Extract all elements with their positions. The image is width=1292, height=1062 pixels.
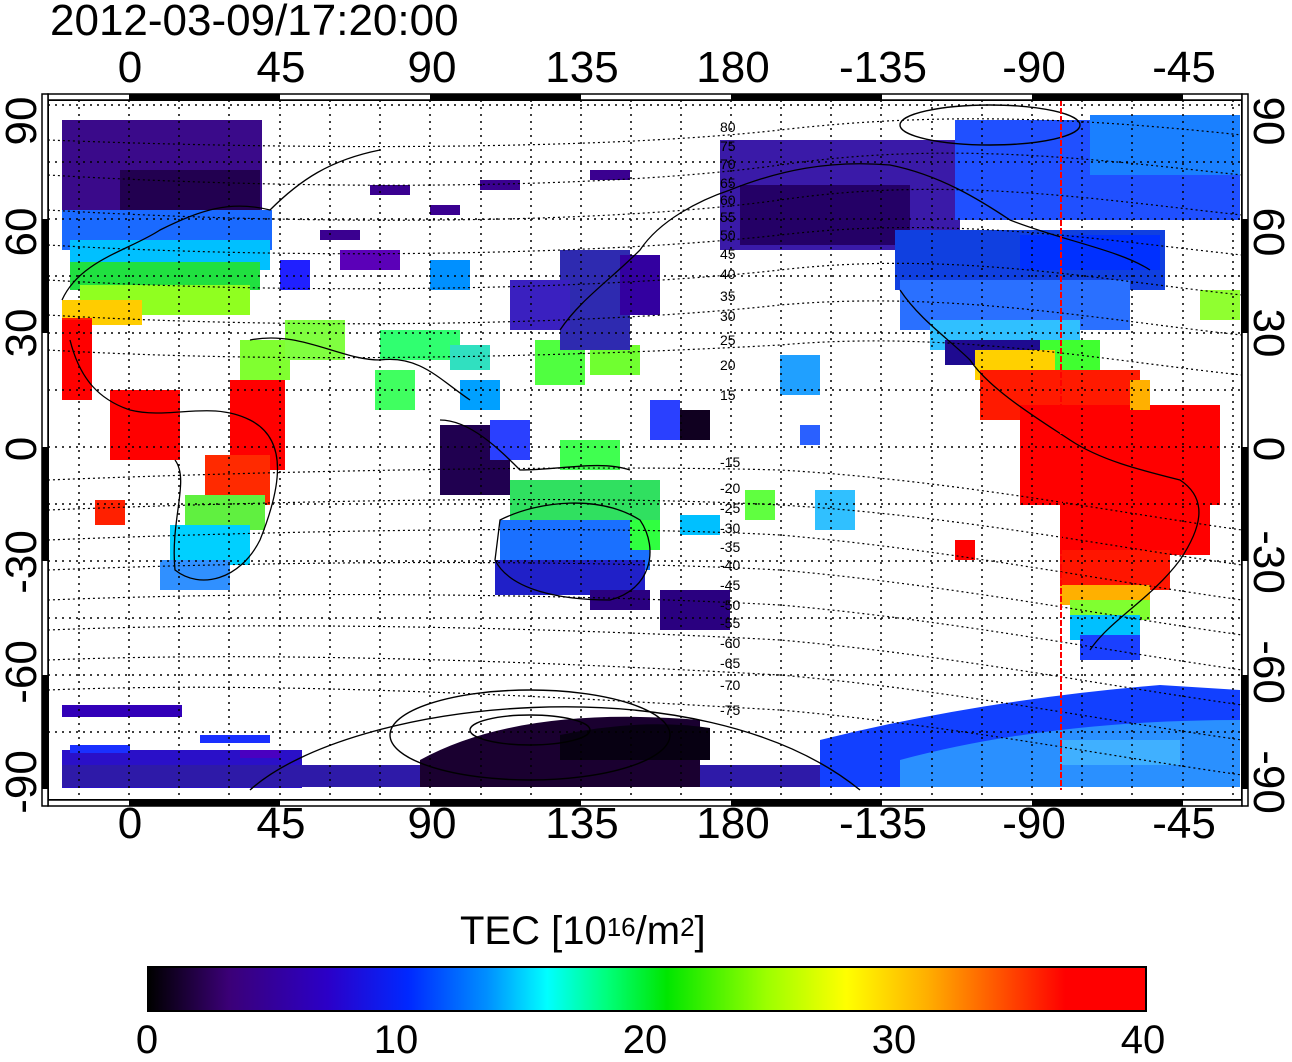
contour-label: -70: [720, 677, 740, 693]
tec-region-north-america: [720, 115, 1240, 380]
contour-label: -60: [720, 635, 740, 651]
bottom-tick: -90: [1002, 799, 1066, 848]
tec-region-antarctic: [62, 685, 1240, 788]
bottom-tick: 90: [407, 799, 457, 848]
contour-label: -20: [720, 480, 740, 496]
top-tick: 135: [545, 43, 619, 92]
polar-contours: [249, 104, 1081, 791]
contour-label: -25: [720, 500, 740, 516]
contour-label: 70: [720, 156, 736, 172]
bottom-tick: 180: [696, 799, 770, 848]
colorbar-title-unit-exponent: 2: [680, 912, 695, 942]
colorbar-tick: 30: [871, 1018, 917, 1062]
magnetic-contours: [48, 118, 1242, 776]
plot-frame: [41, 93, 1249, 807]
top-tick: 0: [117, 43, 143, 92]
tec-region-europe: [62, 120, 272, 348]
contour-label: 15: [720, 387, 736, 403]
colorbar-title: TEC [1016/m2]: [460, 908, 706, 954]
colorbar-tick: 20: [622, 1018, 668, 1062]
contour-label: 75: [720, 138, 736, 154]
tec-region-oceania: [440, 420, 730, 630]
contour-label: 40: [720, 266, 736, 282]
map-content: [48, 100, 1242, 800]
colorbar-tick: 0: [135, 1018, 159, 1062]
tec-region-africa: [62, 320, 290, 590]
colorbar-title-exponent: 16: [606, 912, 636, 942]
bottom-tick: 135: [545, 799, 619, 848]
colorbar-title-close: ]: [694, 909, 706, 953]
top-tick: -90: [1002, 43, 1066, 92]
colorbar: [147, 966, 1147, 1012]
contour-label: -45: [720, 577, 740, 593]
top-tick: -45: [1152, 43, 1216, 92]
contour-label: -35: [720, 539, 740, 555]
tec-map: 80 75 70 65 60 55 50 45 40 35 30 25 20 1…: [41, 93, 1249, 807]
contour-label: 55: [720, 209, 736, 225]
contour-label: -40: [720, 557, 740, 573]
contour-label: 50: [720, 227, 736, 243]
contour-label: 35: [720, 288, 736, 304]
colorbar-title-text: TEC [10: [460, 909, 607, 953]
colorbar-tick: 10: [373, 1018, 419, 1062]
graticule: [48, 100, 1242, 800]
top-tick: 90: [407, 43, 457, 92]
contour-label: -30: [720, 520, 740, 536]
contour-label: 25: [720, 332, 736, 348]
timestamp-title: 2012-03-09/17:20:00: [50, 0, 459, 45]
bottom-tick: -135: [838, 799, 928, 848]
contour-label: 20: [720, 357, 736, 373]
contour-label: 80: [720, 119, 736, 135]
bottom-tick: -45: [1152, 799, 1216, 848]
coastlines: [61, 149, 1200, 651]
contour-label: -50: [720, 597, 740, 613]
contour-label: 45: [720, 246, 736, 262]
top-tick: -135: [838, 43, 928, 92]
bottom-tick: 0: [117, 799, 143, 848]
contour-label: 60: [720, 192, 736, 208]
tec-region-asia-north: [280, 170, 660, 350]
top-tick: 45: [256, 43, 306, 92]
contour-label: -55: [720, 615, 740, 631]
colorbar-title-unit: /m: [635, 909, 681, 953]
contour-label: 65: [720, 175, 736, 191]
bottom-tick: 45: [256, 799, 306, 848]
contour-label: -15: [720, 454, 740, 470]
contour-labels: 80 75 70 65 60 55 50 45 40 35 30 25 20 1…: [720, 119, 740, 718]
tec-region-south-america: [980, 370, 1220, 660]
contour-label: -75: [720, 702, 740, 718]
contour-label: -65: [720, 655, 740, 671]
top-tick: 180: [696, 43, 770, 92]
contour-label: 30: [720, 308, 736, 324]
colorbar-tick: 40: [1120, 1018, 1166, 1062]
tec-region-pacific: [650, 355, 975, 560]
